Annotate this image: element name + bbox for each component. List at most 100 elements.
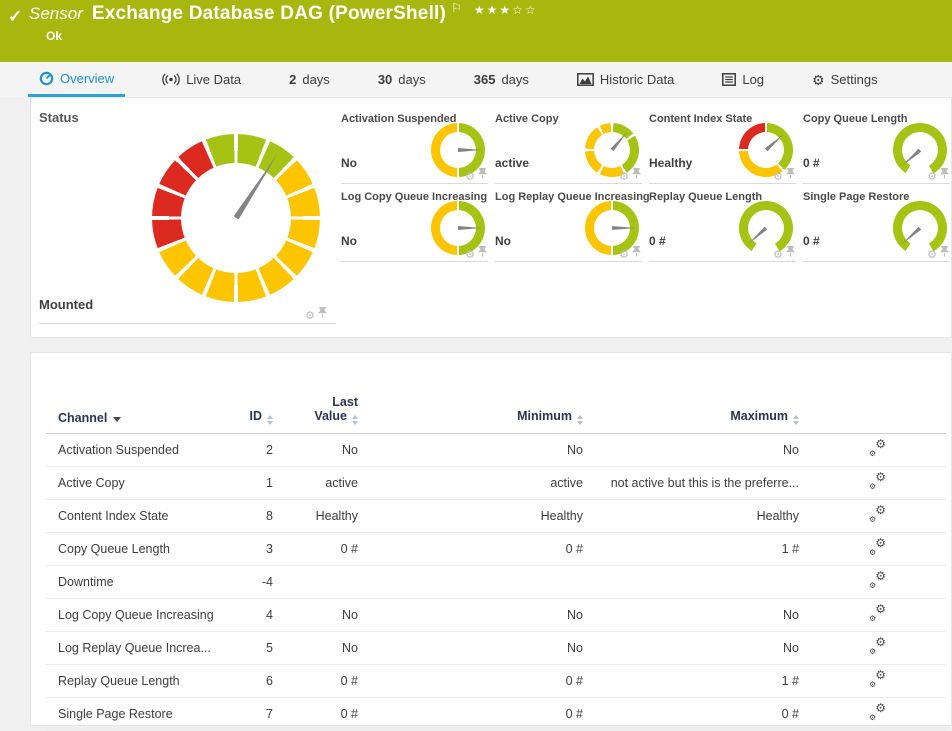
gauge-tile-value: Healthy bbox=[649, 156, 693, 170]
gauge-tile-title: Log Copy Queue Increasing bbox=[341, 191, 488, 203]
cell-channel: Active Copy bbox=[46, 466, 243, 500]
tab-settings[interactable]: ⚙ Settings bbox=[812, 71, 878, 88]
table-row[interactable]: Log Copy Queue Increasing 4 No No No ⚙ ⚙ bbox=[46, 598, 946, 632]
cell-channel: Log Replay Queue Increa... bbox=[46, 631, 243, 665]
gauge-tile-value: No bbox=[341, 156, 357, 170]
pin-icon[interactable] bbox=[632, 245, 641, 261]
cell-maximum bbox=[598, 565, 814, 599]
pin-icon[interactable] bbox=[786, 245, 795, 261]
cell-channel: Content Index State bbox=[46, 499, 243, 533]
cell-edit: ⚙ ⚙ bbox=[814, 631, 946, 665]
gauge-tile[interactable]: Activation Suspended No ⚙ bbox=[341, 112, 488, 184]
gauge-tile-value: 0 # bbox=[803, 234, 820, 248]
channel-settings-icon[interactable]: ⚙ ⚙ bbox=[869, 437, 886, 458]
divider bbox=[39, 323, 336, 324]
gear-icon[interactable]: ⚙ bbox=[465, 249, 475, 261]
channel-settings-icon[interactable]: ⚙ ⚙ bbox=[869, 701, 886, 722]
gear-icon[interactable]: ⚙ bbox=[619, 171, 629, 183]
gear-icon[interactable]: ⚙ bbox=[465, 171, 475, 183]
pin-icon[interactable] bbox=[632, 167, 641, 183]
ok-check-icon: ✓ bbox=[8, 7, 23, 26]
gear-icon[interactable]: ⚙ bbox=[305, 310, 315, 322]
status-gauge bbox=[152, 134, 320, 302]
channel-gauge bbox=[431, 123, 485, 177]
cell-edit: ⚙ ⚙ bbox=[814, 499, 946, 533]
column-header-id[interactable]: ID bbox=[243, 353, 288, 434]
cell-minimum: 0 # bbox=[373, 697, 598, 731]
channel-settings-icon[interactable]: ⚙ ⚙ bbox=[869, 569, 886, 590]
cell-maximum: 1 # bbox=[598, 664, 814, 698]
object-kind-label: Sensor bbox=[29, 4, 83, 23]
tab-log[interactable]: Log bbox=[711, 62, 775, 97]
table-row[interactable]: Activation Suspended 2 No No No ⚙ ⚙ bbox=[46, 433, 946, 467]
gauge-tile[interactable]: Replay Queue Length 0 # ⚙ bbox=[649, 190, 796, 262]
gauge-tile[interactable]: Log Replay Queue Increasing No ⚙ bbox=[495, 190, 650, 262]
cell-channel: Downtime bbox=[46, 565, 243, 599]
cell-minimum: No bbox=[373, 598, 598, 632]
pin-icon[interactable] bbox=[478, 167, 487, 183]
channel-settings-icon[interactable]: ⚙ ⚙ bbox=[869, 668, 886, 689]
rating-stars[interactable]: ★★★☆☆ bbox=[473, 3, 538, 17]
channel-gauge bbox=[893, 201, 947, 255]
pin-icon[interactable] bbox=[478, 245, 487, 261]
tab-365-days[interactable]: 365 days bbox=[473, 72, 529, 87]
table-row[interactable]: Log Replay Queue Increa... 5 No No No ⚙ ⚙ bbox=[46, 631, 946, 665]
page-title: Exchange Database DAG (PowerShell) bbox=[91, 3, 447, 24]
column-header-channel[interactable]: Channel bbox=[46, 353, 243, 434]
table-row[interactable]: Content Index State 8 Healthy Healthy Health… bbox=[46, 499, 946, 533]
table-row[interactable]: Copy Queue Length 3 0 #0 #1 # ⚙ ⚙ bbox=[46, 532, 946, 566]
table-row[interactable]: Active Copy 1 active active not active but t… bbox=[46, 466, 946, 500]
gauge-tile[interactable]: Log Copy Queue Increasing No ⚙ bbox=[341, 190, 488, 262]
sort-toggle-icon bbox=[793, 415, 799, 425]
pin-icon[interactable] bbox=[318, 306, 327, 322]
cell-edit: ⚙ ⚙ bbox=[814, 532, 946, 566]
gauge-tile[interactable]: Content Index State Healthy ⚙ bbox=[649, 112, 796, 184]
pin-icon[interactable] bbox=[940, 167, 949, 183]
gear-icon[interactable]: ⚙ bbox=[619, 249, 629, 261]
gauge-tile[interactable]: Single Page Restore 0 # ⚙ bbox=[803, 190, 950, 262]
cell-edit: ⚙ ⚙ bbox=[814, 598, 946, 632]
table-row[interactable]: Single Page Restore 7 0 #0 #0 # ⚙ ⚙ bbox=[46, 697, 946, 731]
sort-toggle-icon bbox=[267, 415, 273, 425]
tab-live-data[interactable]: Live Data bbox=[151, 62, 252, 97]
channel-gauge bbox=[585, 123, 639, 177]
cell-maximum: Healthy bbox=[598, 499, 814, 533]
gear-icon[interactable]: ⚙ bbox=[927, 171, 937, 183]
cell-channel: Activation Suspended bbox=[46, 433, 243, 467]
cell-channel: Copy Queue Length bbox=[46, 532, 243, 566]
tab-30-days[interactable]: 30 days bbox=[377, 72, 426, 87]
gauge-tile[interactable]: Copy Queue Length 0 # ⚙ bbox=[803, 112, 950, 184]
column-header-maximum[interactable]: Maximum bbox=[598, 353, 814, 434]
cell-id: 5 bbox=[243, 631, 288, 665]
channel-settings-icon[interactable]: ⚙ ⚙ bbox=[869, 503, 886, 524]
priority-flag-icon[interactable]: ⚐ bbox=[451, 1, 462, 15]
cell-last-value: Healthy bbox=[288, 499, 373, 533]
gauge-icon bbox=[39, 71, 54, 85]
status-badge: Ok bbox=[46, 29, 63, 43]
tab-historic-data[interactable]: Historic Data bbox=[566, 62, 685, 97]
table-row[interactable]: Replay Queue Length 6 0 #0 #1 # ⚙ ⚙ bbox=[46, 664, 946, 698]
pin-icon[interactable] bbox=[940, 245, 949, 261]
channel-settings-icon[interactable]: ⚙ ⚙ bbox=[869, 470, 886, 491]
table-row[interactable]: Downtime -4 ⚙ ⚙ bbox=[46, 565, 946, 599]
channel-settings-icon[interactable]: ⚙ ⚙ bbox=[869, 635, 886, 656]
pin-icon[interactable] bbox=[786, 167, 795, 183]
channel-settings-icon[interactable]: ⚙ ⚙ bbox=[869, 536, 886, 557]
gear-icon[interactable]: ⚙ bbox=[773, 249, 783, 261]
gear-icon[interactable]: ⚙ bbox=[773, 171, 783, 183]
cell-id: 8 bbox=[243, 499, 288, 533]
channel-gauge bbox=[893, 123, 947, 177]
tab-2-days[interactable]: 2 days bbox=[289, 72, 330, 87]
cell-last-value bbox=[288, 565, 373, 599]
gear-icon[interactable]: ⚙ bbox=[927, 249, 937, 261]
cell-channel: Replay Queue Length bbox=[46, 664, 243, 698]
cell-id: 7 bbox=[243, 697, 288, 731]
log-icon bbox=[722, 73, 737, 86]
column-header-minimum[interactable]: Minimum bbox=[373, 353, 598, 434]
channel-settings-icon[interactable]: ⚙ ⚙ bbox=[869, 602, 886, 623]
tab-overview[interactable]: Overview bbox=[28, 62, 126, 97]
channel-table: Channel ID Last Value Minimum Maximum Ac… bbox=[46, 353, 946, 731]
column-header-last-value[interactable]: Last Value bbox=[288, 353, 373, 434]
gauge-tile[interactable]: Active Copy active ⚙ bbox=[495, 112, 642, 184]
status-tile-icons: ⚙ bbox=[305, 306, 327, 322]
